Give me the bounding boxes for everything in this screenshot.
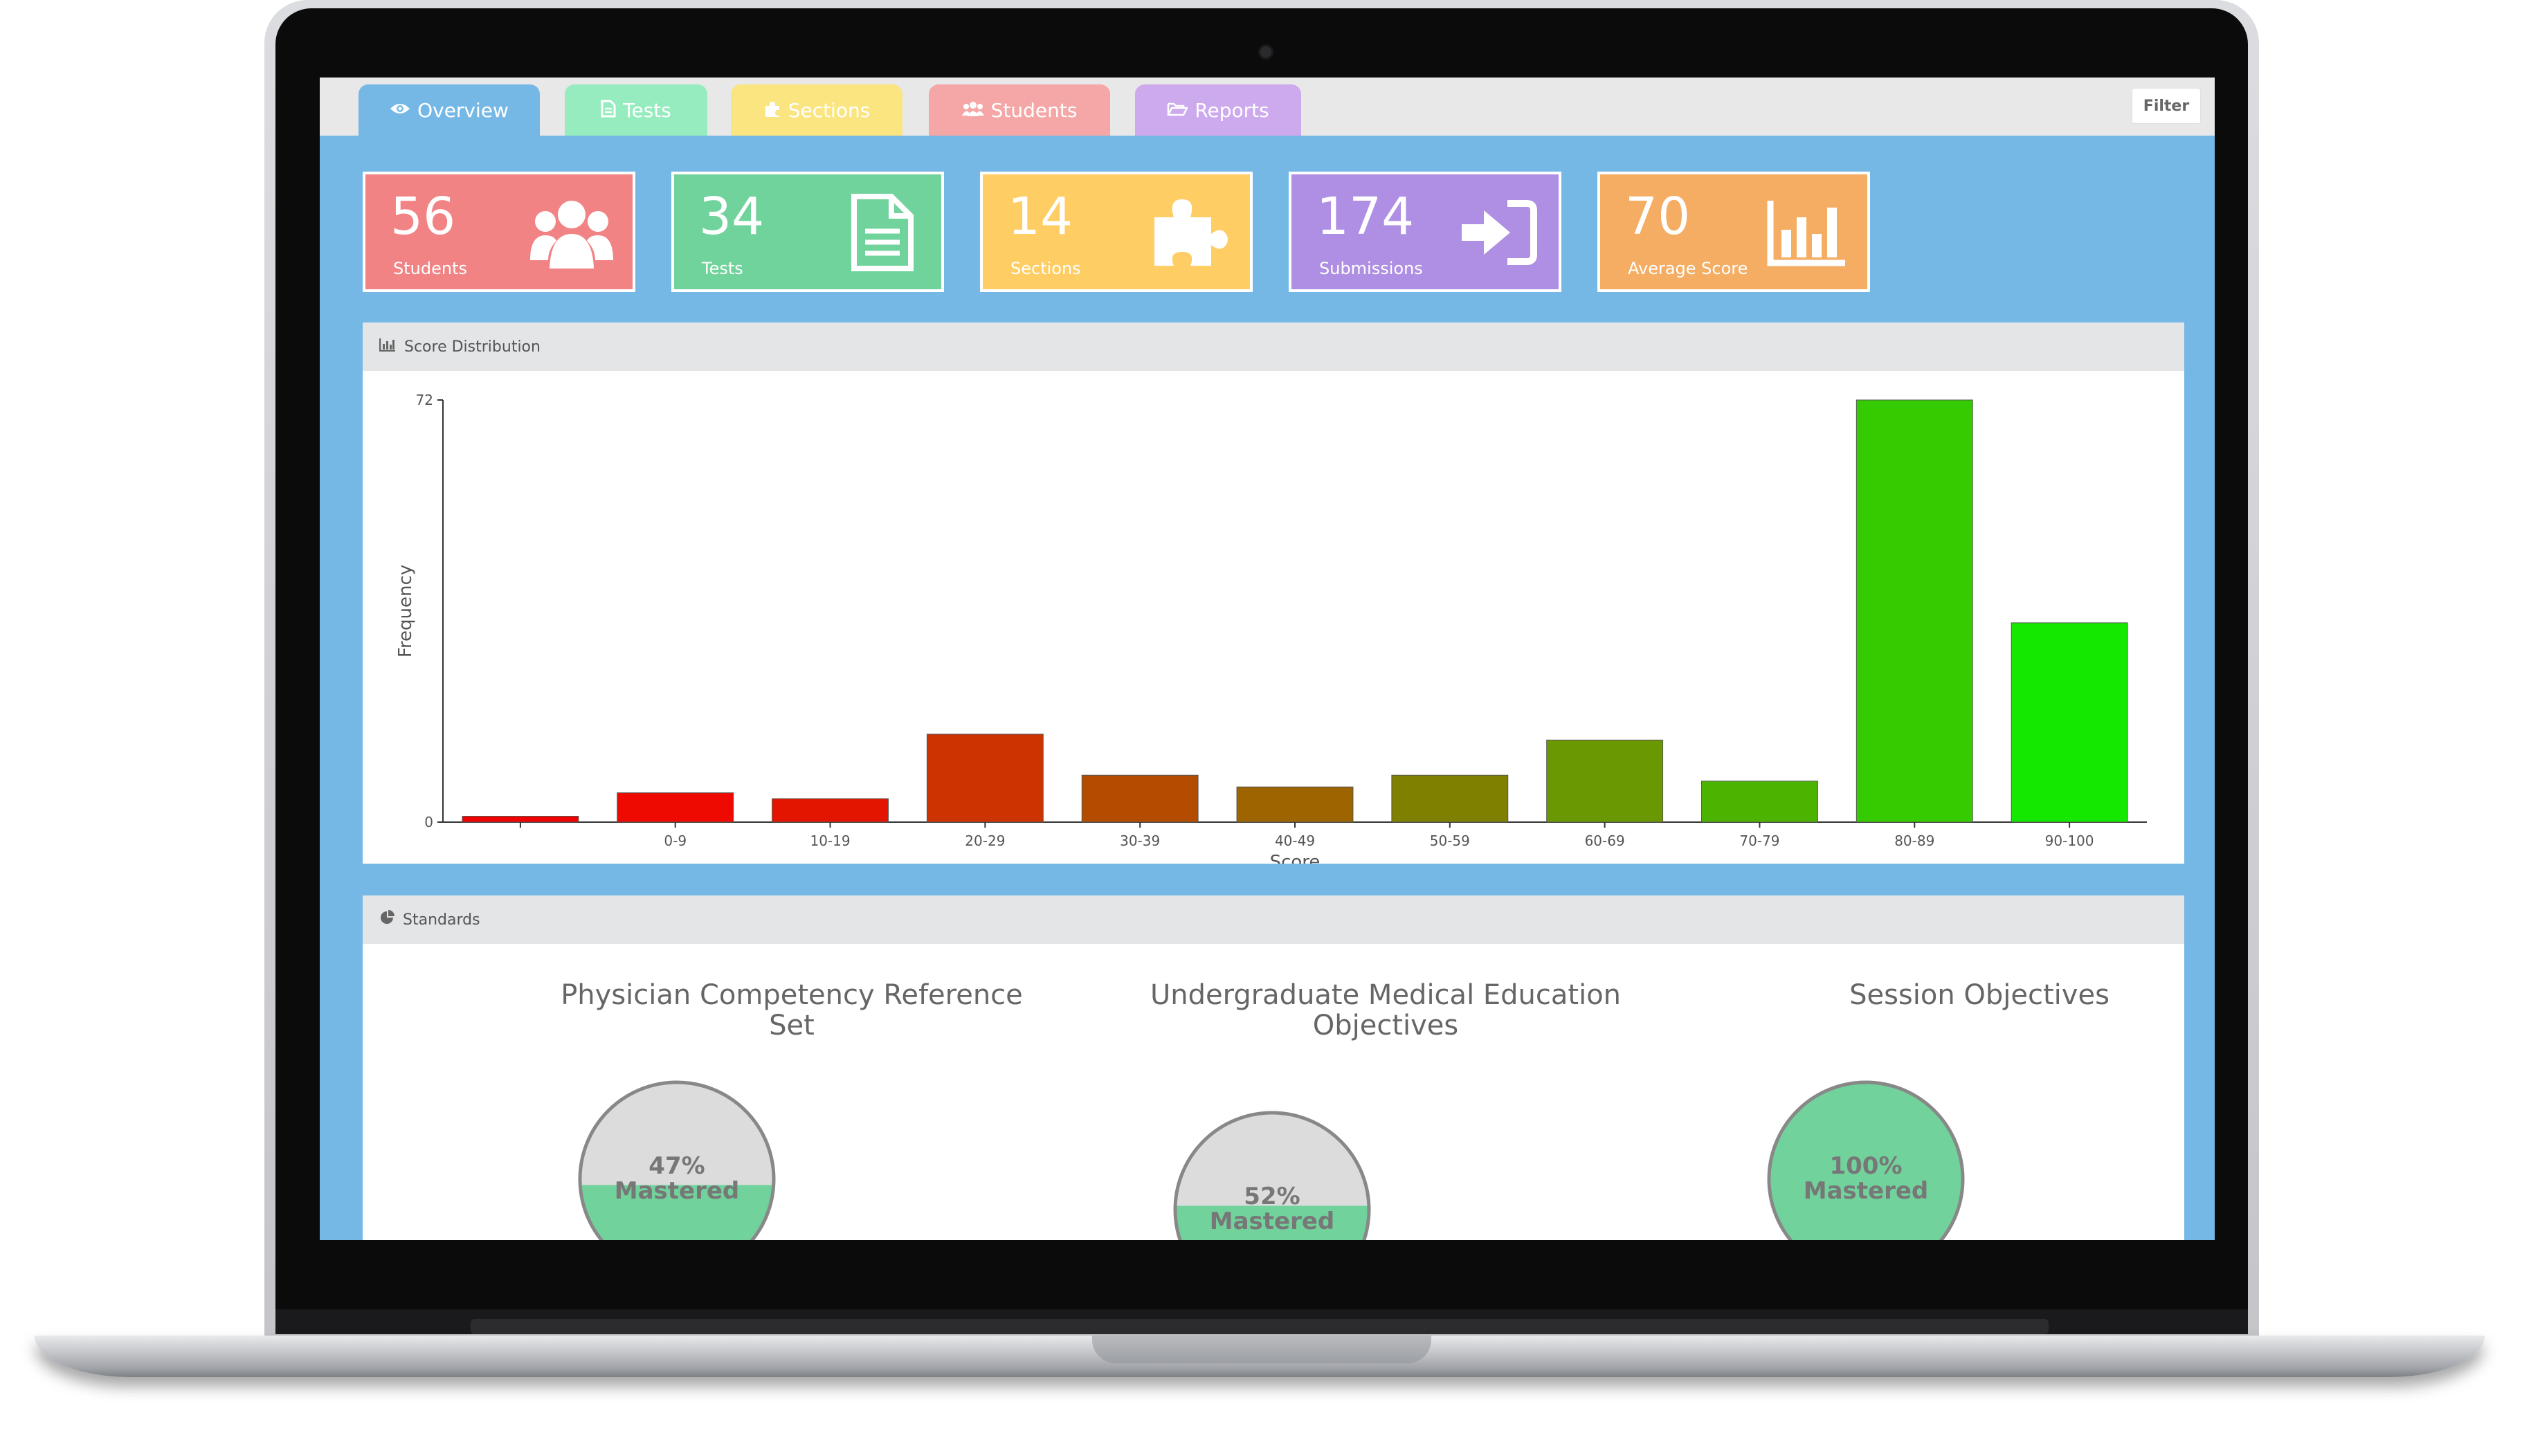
- standard-item: Undergraduate Medical Education Objectiv…: [1130, 980, 1642, 1046]
- tab-reports[interactable]: Reports: [1135, 84, 1301, 136]
- document-icon: [601, 100, 616, 121]
- gauge-label: Mastered: [615, 1177, 740, 1205]
- bar-chart-icon: [379, 338, 396, 356]
- x-tick-label: 90-100: [2045, 832, 2094, 849]
- y-axis-label: Frequency: [395, 565, 416, 657]
- mastery-gauge: 100%Mastered: [1767, 1080, 1965, 1240]
- bar: [2011, 622, 2128, 823]
- stat-card-average-score[interactable]: 70 Average Score: [1597, 172, 1870, 292]
- tab-label: Students: [990, 98, 1078, 122]
- standard-item: Session Objectives: [1723, 980, 2215, 1046]
- bar: [1701, 781, 1818, 823]
- tab-sections[interactable]: Sections: [731, 84, 902, 136]
- x-tick-label: 70-79: [1739, 832, 1779, 849]
- gauge-percent: 100%: [1829, 1152, 1902, 1180]
- stat-label: Students: [393, 259, 467, 278]
- bar: [1391, 774, 1509, 823]
- tab-label: Overview: [417, 98, 509, 122]
- x-tick-label: 60-69: [1585, 832, 1625, 849]
- stat-value: 174: [1316, 187, 1415, 246]
- y-tick-label: 0: [424, 814, 433, 830]
- bar: [926, 734, 1044, 823]
- filter-button[interactable]: Filter: [2132, 88, 2201, 124]
- stat-label: Average Score: [1628, 259, 1748, 278]
- bar: [1236, 786, 1354, 823]
- bar: [1856, 399, 1973, 823]
- mastery-gauge: 47%Mastered: [578, 1080, 776, 1240]
- tab-label: Sections: [788, 98, 871, 122]
- stat-label: Tests: [702, 259, 743, 278]
- standard-title: Session Objectives: [1849, 979, 2110, 1011]
- gauge-fill: [580, 1185, 774, 1240]
- gauge-ring: [578, 1080, 776, 1240]
- standard-item: Physician Competency Reference Set: [536, 980, 1048, 1046]
- stat-card-submissions[interactable]: 174 Submissions: [1289, 172, 1561, 292]
- bar: [617, 792, 734, 823]
- bar: [1081, 774, 1199, 823]
- bar: [1546, 739, 1664, 823]
- stat-label: Sections: [1010, 259, 1081, 278]
- standards-list: Physician Competency Reference Set Under…: [363, 944, 2184, 1240]
- x-tick-label: 20-29: [965, 832, 1005, 849]
- bar: [772, 798, 889, 823]
- users-icon: [530, 194, 613, 271]
- panel-header: Standards: [363, 895, 2184, 944]
- y-tick-label: 72: [416, 392, 433, 408]
- x-tick-label: 10-19: [810, 832, 850, 849]
- gauge-fill: [1175, 1205, 1369, 1240]
- score-distribution-chart: 0 72 Frequency 0-9 10-19 20-29 30-39 40-49 50-5…: [395, 392, 2147, 873]
- stat-value: 14: [1008, 187, 1073, 246]
- gauge-percent: 52%: [1244, 1183, 1300, 1210]
- tab-label: Reports: [1195, 98, 1269, 122]
- stat-label: Submissions: [1319, 259, 1423, 278]
- standards-panel: Standards Physician Competency Reference…: [363, 895, 2184, 1240]
- gauge-label: Mastered: [1210, 1208, 1335, 1235]
- x-tick-label: 50-59: [1430, 832, 1470, 849]
- stat-value: 56: [390, 187, 456, 246]
- stat-card-students[interactable]: 56 Students: [363, 172, 635, 292]
- gauge-percent: 47%: [648, 1152, 705, 1180]
- panel-title: Score Distribution: [404, 338, 541, 356]
- puzzle-icon: [1147, 194, 1231, 271]
- camera-icon: [1258, 44, 1273, 60]
- gauge-ring: [1767, 1080, 1965, 1240]
- tab-label: Tests: [623, 98, 671, 122]
- laptop-notch: [1092, 1336, 1431, 1363]
- stat-value: 70: [1625, 187, 1691, 246]
- x-axis-label: Score: [1270, 852, 1321, 864]
- x-tick-label: 0-9: [664, 832, 687, 849]
- stat-card-sections[interactable]: 14 Sections: [980, 172, 1253, 292]
- x-tick-label: 40-49: [1275, 832, 1315, 849]
- document-icon: [839, 194, 922, 271]
- sign-in-icon: [1456, 194, 1539, 271]
- panel-header: Score Distribution: [363, 322, 2184, 371]
- stat-value: 34: [699, 187, 765, 246]
- x-tick-label: 30-39: [1120, 832, 1160, 849]
- laptop-hinge: [471, 1319, 2049, 1334]
- eye-icon: [390, 101, 410, 120]
- panel-title: Standards: [403, 911, 480, 929]
- score-distribution-panel: Score Distribution 0 72 Frequency 0-9 10-19…: [363, 322, 2184, 873]
- puzzle-icon: [763, 100, 781, 121]
- bar: [462, 816, 579, 823]
- stat-card-tests[interactable]: 34 Tests: [671, 172, 944, 292]
- pie-chart-icon: [379, 910, 394, 929]
- gauge-label: Mastered: [1804, 1177, 1929, 1205]
- standard-title: Physician Competency Reference Set: [561, 979, 1023, 1041]
- app-screen: Overview Tests Sections Students Reports: [320, 78, 2215, 1240]
- tab-students[interactable]: Students: [929, 84, 1110, 136]
- x-tick-label: 80-89: [1894, 832, 1934, 849]
- mastery-gauge: 52%Mastered: [1173, 1111, 1371, 1240]
- tab-overview[interactable]: Overview: [359, 84, 540, 136]
- folder-open-icon: [1167, 101, 1189, 120]
- bar-chart-icon: [1765, 194, 1848, 271]
- tab-tests[interactable]: Tests: [565, 84, 707, 136]
- standard-title: Undergraduate Medical Education Objectiv…: [1150, 979, 1622, 1041]
- gauge-ring: [1173, 1111, 1371, 1240]
- users-icon: [961, 100, 984, 120]
- tab-bar: Overview Tests Sections Students Reports: [320, 78, 2215, 136]
